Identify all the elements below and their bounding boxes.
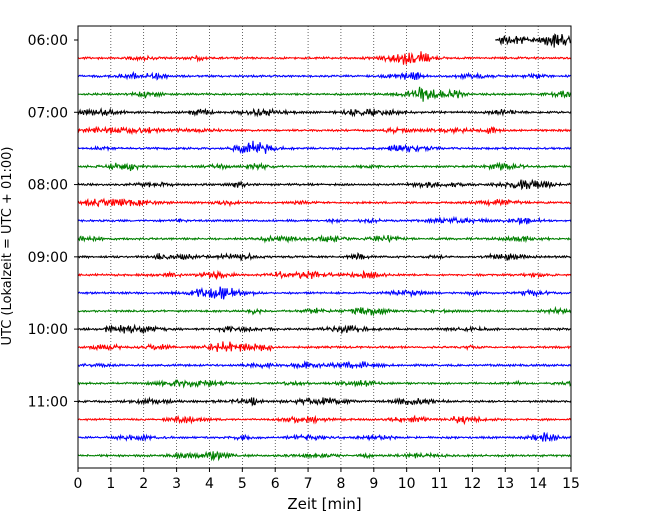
x-tick-label: 2	[139, 476, 148, 492]
trace-0645	[77, 86, 572, 102]
x-tick-label: 6	[271, 476, 280, 492]
trace-0845	[77, 234, 571, 244]
trace-1115	[77, 414, 572, 426]
plot-frame	[77, 25, 572, 469]
y-tick-label: 09:00	[28, 250, 68, 266]
x-tick-label: 8	[336, 476, 345, 492]
x-tick-label: 9	[369, 476, 378, 492]
trace-0730	[77, 140, 572, 154]
trace-0600	[495, 33, 571, 48]
y-tick-label: 06:00	[28, 33, 68, 49]
trace-1045	[77, 378, 572, 389]
trace-1015	[77, 341, 572, 353]
trace-0900	[77, 251, 572, 262]
trace-1000	[77, 323, 572, 335]
y-axis-label: UTC (Lokalzeit = UTC + 01:00)	[0, 147, 15, 346]
trace-0915	[77, 269, 572, 281]
trace-0700	[77, 107, 572, 118]
y-axis-ticks: 06:00 07:00 08:00 09:00 10:00 11:00	[28, 33, 78, 410]
y-tick-label: 07:00	[28, 105, 68, 121]
x-tick-label: 4	[205, 476, 214, 492]
trace-1145	[77, 450, 572, 462]
x-tick-label: 11	[431, 476, 449, 492]
trace-1100	[77, 396, 572, 407]
x-tick-label: 12	[463, 476, 481, 492]
x-tick-label: 15	[562, 476, 580, 492]
x-tick-label: 14	[529, 476, 547, 492]
trace-0800	[77, 178, 572, 191]
trace-0615	[77, 51, 572, 65]
x-tick-label: 5	[238, 476, 247, 492]
trace-0745	[77, 161, 571, 172]
x-tick-label: 3	[172, 476, 181, 492]
y-tick-label: 11:00	[28, 394, 68, 410]
trace-0830	[77, 215, 572, 226]
trace-0815	[77, 197, 571, 208]
trace-1030	[77, 360, 572, 370]
trace-1130	[77, 431, 572, 443]
trace-0930	[77, 286, 571, 300]
x-tick-label: 7	[304, 476, 313, 492]
trace-0715	[77, 125, 571, 136]
y-tick-label: 10:00	[28, 322, 68, 338]
x-axis-ticks: 0 1 2 3 4 5 6 7 8 9 10 11 12 13 14 15	[74, 468, 580, 492]
seismogram-traces	[77, 33, 572, 462]
trace-0630	[77, 70, 572, 81]
x-tick-label: 1	[106, 476, 115, 492]
x-tick-label: 13	[496, 476, 514, 492]
x-axis-label: Zeit [min]	[287, 495, 361, 513]
x-tick-label: 10	[398, 476, 416, 492]
y-tick-label: 08:00	[28, 178, 68, 194]
x-tick-label: 0	[74, 476, 83, 492]
trace-0945	[77, 305, 572, 317]
